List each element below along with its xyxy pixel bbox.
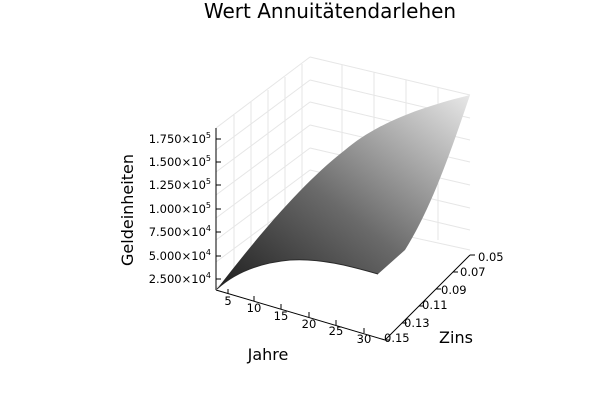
svg-text:1.000×105: 1.000×105 <box>149 201 211 216</box>
y-tick-label: 0.07 <box>460 265 486 279</box>
z-tick: 1.000×105 <box>149 201 221 216</box>
svg-text:7.500×104: 7.500×104 <box>149 224 211 239</box>
z-tick-label: 1.750×10 <box>149 132 206 146</box>
x-ticks: 5 10 15 20 25 30 <box>224 289 371 346</box>
svg-text:1.750×105: 1.750×105 <box>149 131 211 146</box>
y-axis-line <box>384 254 471 341</box>
z-ticks: 2.500×104 5.000×104 7.500×104 1.000×105 … <box>149 131 221 286</box>
x-tick-label: 30 <box>357 332 372 346</box>
z-tick-label: 1.250×10 <box>149 178 206 192</box>
y-tick-label: 0.09 <box>441 283 467 297</box>
z-tick: 7.500×104 <box>149 224 221 239</box>
svg-text:1.500×105: 1.500×105 <box>149 154 211 169</box>
z-tick-label: 1.500×10 <box>149 155 206 169</box>
z-tick-label: 2.500×10 <box>149 272 206 286</box>
x-axis-line <box>215 289 386 341</box>
z-tick-label: 1.000×10 <box>149 202 206 216</box>
chart-title: Wert Annuitätendarlehen <box>204 0 456 23</box>
svg-text:1.250×105: 1.250×105 <box>149 177 211 192</box>
z-tick-label: 7.500×10 <box>149 225 206 239</box>
z-tick: 5.000×104 <box>149 248 221 263</box>
x-tick-label: 10 <box>247 301 262 315</box>
z-tick: 2.500×104 <box>149 271 221 286</box>
x-tick-label: 15 <box>274 309 289 323</box>
z-tick: 1.750×105 <box>149 131 221 146</box>
y-axis-label: Zins <box>439 328 473 347</box>
y-ticks: 0.05 0.07 0.09 0.11 0.13 0.15 <box>384 250 504 345</box>
y-tick-label: 0.13 <box>404 316 430 330</box>
x-axis-label: Jahre <box>247 345 289 364</box>
z-tick: 1.250×105 <box>149 177 221 192</box>
x-tick-label: 5 <box>224 294 231 308</box>
x-tick-label: 25 <box>329 324 344 338</box>
surface-mesh <box>217 95 470 289</box>
surface-edge <box>216 259 379 290</box>
z-tick: 1.500×105 <box>149 154 221 169</box>
z-axis-label: Geldeinheiten <box>118 154 137 266</box>
svg-text:2.500×104: 2.500×104 <box>149 271 211 286</box>
y-tick-label: 0.05 <box>478 250 504 264</box>
z-tick-label: 5.000×10 <box>149 249 206 263</box>
surface <box>216 95 470 290</box>
y-tick-label: 0.11 <box>422 298 448 312</box>
y-tick-label: 0.15 <box>384 331 410 345</box>
x-tick-label: 20 <box>302 317 317 331</box>
grid-line <box>233 64 303 270</box>
grid-line <box>215 56 311 263</box>
svg-text:5.000×104: 5.000×104 <box>149 248 211 263</box>
